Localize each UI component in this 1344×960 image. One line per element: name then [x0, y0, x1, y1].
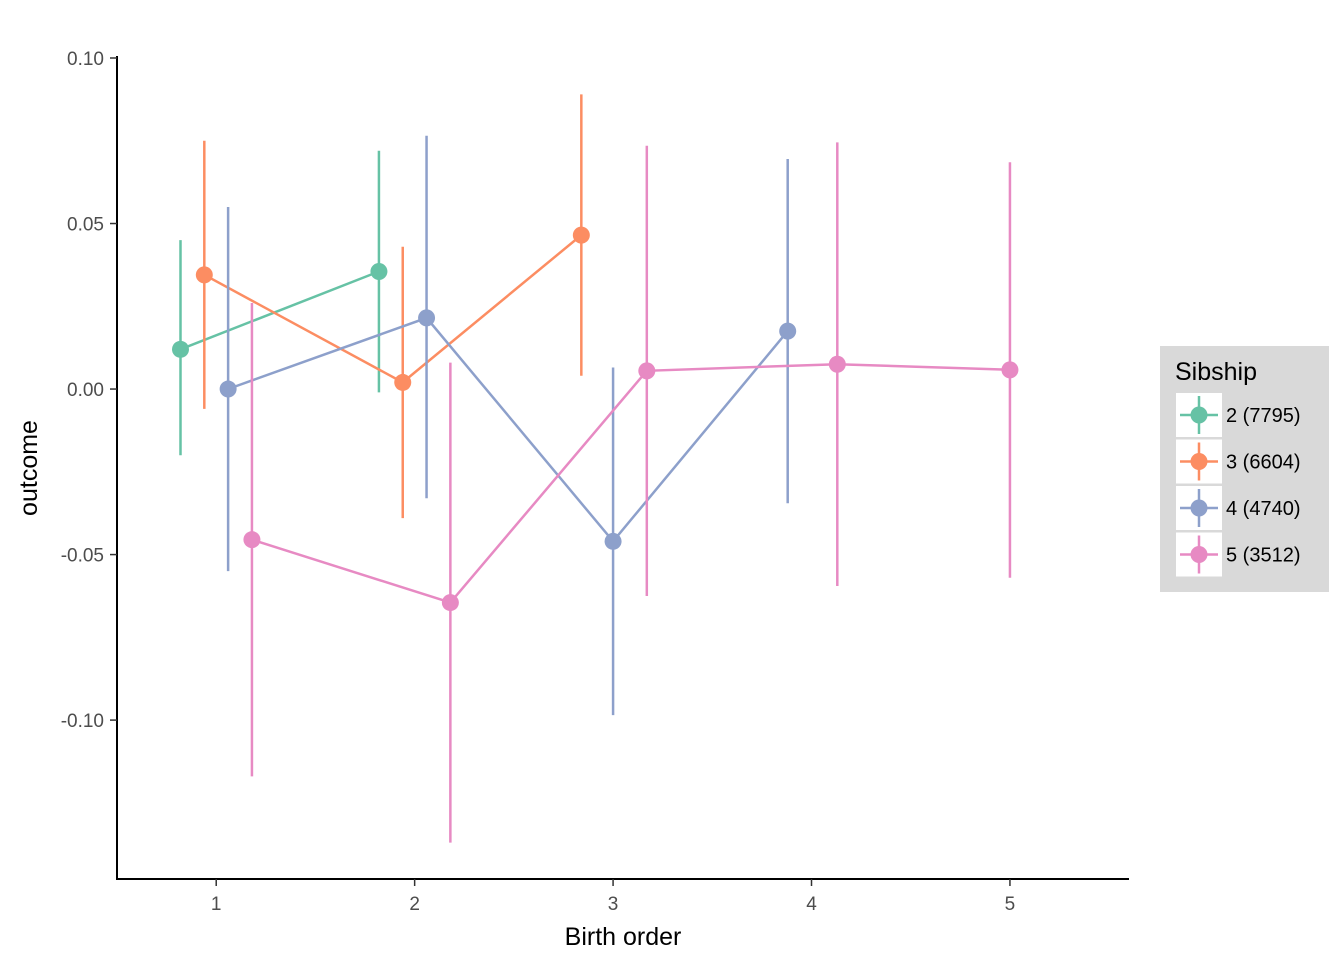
- legend-title: Sibship: [1175, 358, 1257, 386]
- legend-entry: 2 (7795): [1176, 393, 1301, 437]
- x-tick-label: 3: [608, 894, 619, 915]
- series-1: [171, 150, 388, 456]
- legend-label: 2 (7795): [1226, 405, 1301, 427]
- y-tick-label: 0.05: [67, 215, 104, 236]
- legend-key-point: [1190, 406, 1208, 424]
- series-line: [251, 362, 1010, 605]
- legend-key-point: [1190, 499, 1208, 517]
- data-point: [1001, 361, 1019, 379]
- axes: 0.10 0.05 0.00 -0.05 -0.10 1 2 3 4 5: [61, 49, 1129, 915]
- series-2: [195, 94, 590, 519]
- data-point: [572, 226, 590, 244]
- legend-label: 4 (4740): [1226, 498, 1301, 520]
- series-3: [219, 135, 797, 716]
- x-tick-label: 4: [806, 894, 817, 915]
- data-point: [638, 362, 656, 380]
- x-axis-title: Birth order: [565, 923, 682, 951]
- data-point: [171, 340, 189, 358]
- legend-key-point: [1190, 546, 1208, 563]
- data-point: [441, 594, 459, 612]
- data-point: [219, 380, 237, 398]
- y-tick-label: -0.10: [61, 711, 104, 732]
- legend-entry: 4 (4740): [1176, 486, 1301, 530]
- data-point: [604, 532, 622, 550]
- data-point: [418, 309, 436, 327]
- y-ticks: 0.10 0.05 0.00 -0.05 -0.10: [61, 49, 117, 732]
- series-4: [243, 142, 1019, 843]
- x-tick-label: 2: [409, 894, 420, 915]
- data-point: [394, 373, 412, 391]
- legend-label: 5 (3512): [1226, 545, 1301, 567]
- data-point: [195, 266, 213, 284]
- data-point: [828, 355, 846, 373]
- legend-label: 3 (6604): [1226, 452, 1301, 474]
- x-ticks: 1 2 3 4 5: [211, 879, 1015, 915]
- data-point: [779, 322, 797, 340]
- legend: Sibship 2 (7795) 3 (6604) 4 (4740) 5 (3512): [1160, 346, 1329, 592]
- legend-key-point: [1190, 453, 1208, 470]
- series-line: [227, 316, 789, 544]
- y-tick-label: -0.05: [61, 546, 104, 567]
- legend-entry: 5 (3512): [1176, 532, 1301, 577]
- x-tick-label: 1: [211, 894, 222, 915]
- legend-entries: 2 (7795) 3 (6604) 4 (4740) 5 (3512): [1176, 393, 1301, 577]
- data-point: [370, 263, 388, 281]
- data-point: [243, 531, 261, 549]
- series-line: [203, 234, 583, 384]
- legend-entry: 3 (6604): [1176, 439, 1301, 484]
- y-tick-label: 0.00: [67, 380, 104, 401]
- y-axis-title: outcome: [15, 420, 43, 516]
- y-tick-label: 0.10: [67, 49, 104, 70]
- series-line: [180, 270, 380, 351]
- x-tick-label: 5: [1005, 894, 1016, 915]
- plot-marks: [171, 94, 1019, 843]
